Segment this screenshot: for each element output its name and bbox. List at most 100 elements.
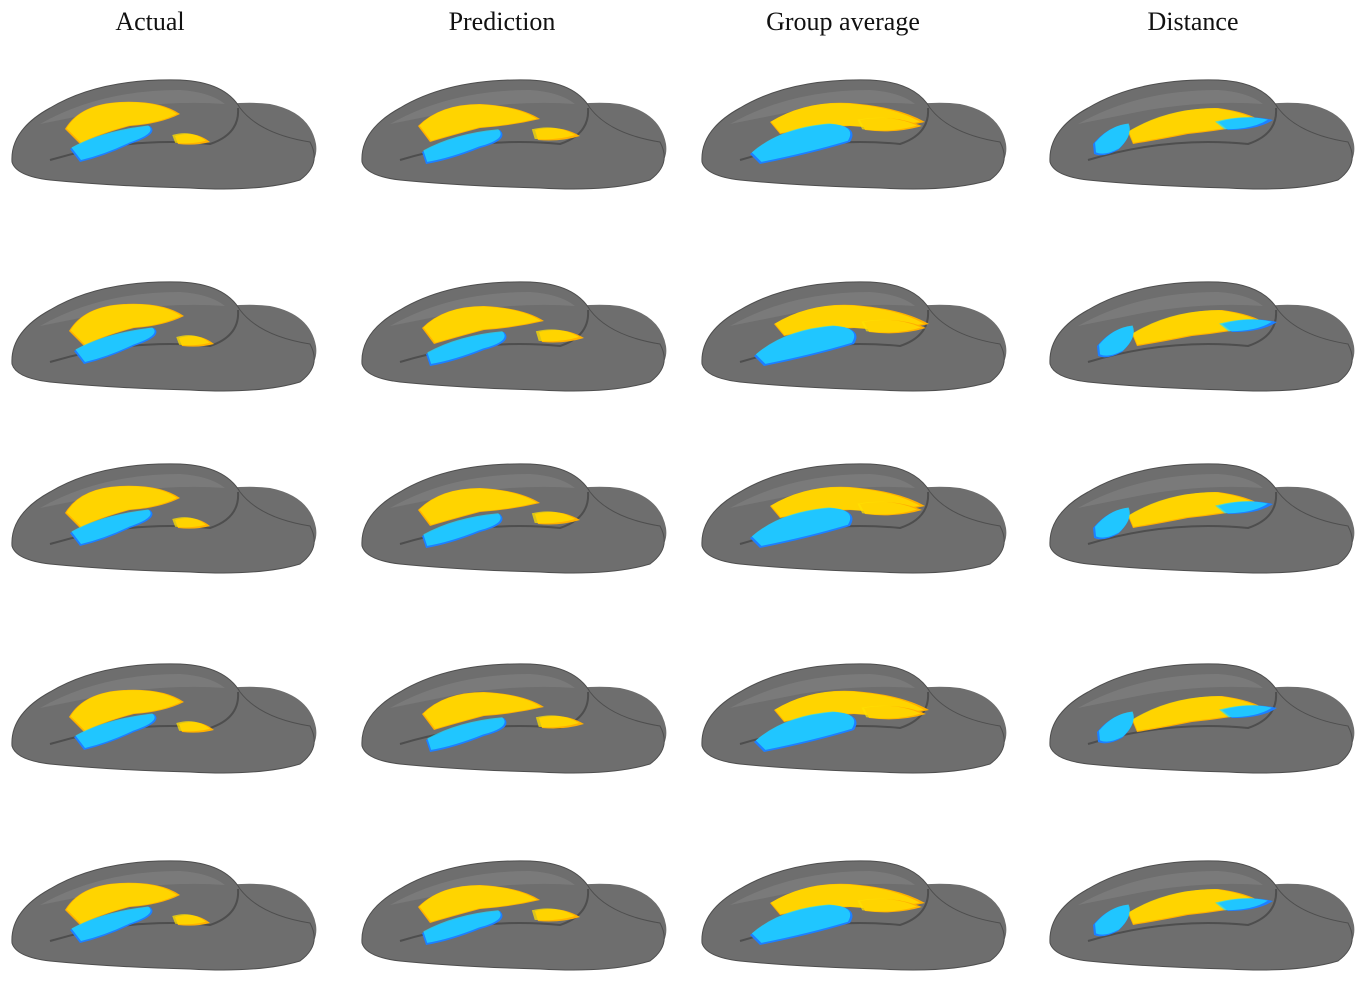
negative-activation-core <box>751 123 851 162</box>
positive-activation-core <box>66 486 178 527</box>
brain-hemisphere <box>1049 79 1353 190</box>
brain-hemisphere <box>11 281 315 392</box>
negative-activation-core <box>71 125 151 160</box>
positive-activation-core <box>531 127 576 140</box>
negative-activation-core <box>755 711 855 750</box>
negative-activation-core <box>1215 898 1268 911</box>
brain-highlight <box>1078 292 1263 326</box>
positive-activation-core <box>861 319 921 333</box>
brain-hemisphere <box>1049 463 1353 574</box>
negative-activation-core <box>71 906 151 941</box>
brain-render-distance-row-2 <box>1048 258 1363 408</box>
negative-activation-core <box>75 327 155 362</box>
column-title-group-average: Group average <box>766 7 920 36</box>
brain-highlight <box>390 292 575 326</box>
positive-activation-core <box>172 133 206 144</box>
positive-activation-core <box>1128 492 1259 527</box>
negative-activation-core <box>427 331 505 364</box>
positive-activation-core <box>857 117 917 131</box>
brain-hemisphere <box>11 463 315 574</box>
negative-activation-core <box>1095 123 1130 154</box>
positive-activation-core <box>70 304 182 345</box>
negative-activation-core <box>71 509 151 544</box>
negative-activation-core <box>1099 325 1134 356</box>
positive-activation-core <box>1132 696 1263 731</box>
negative-activation-core <box>755 325 855 364</box>
positive-activation-core <box>172 914 206 925</box>
negative-activation-core <box>423 129 501 162</box>
brain-highlight <box>40 292 225 326</box>
brain-hemisphere <box>361 79 665 190</box>
brain-hemisphere <box>1049 860 1353 971</box>
brain-highlight <box>1078 674 1263 708</box>
positive-activation-core <box>66 883 178 924</box>
brain-hemisphere <box>1049 281 1353 392</box>
brain-render-actual-row-2 <box>10 258 330 408</box>
negative-activation-core <box>423 910 501 943</box>
brain-hemisphere <box>11 860 315 971</box>
brain-highlight <box>1078 90 1263 124</box>
brain-render-distance-row-5 <box>1048 845 1363 995</box>
negative-activation-core <box>751 507 851 546</box>
brain-render-actual-row-3 <box>10 448 330 598</box>
brain-highlight <box>730 871 915 905</box>
brain-highlight <box>1078 474 1263 508</box>
brain-sulcus <box>1087 107 1278 161</box>
negative-activation-core <box>751 904 851 943</box>
brain-highlight <box>390 871 575 905</box>
brain-render-distance-row-4 <box>1048 648 1363 798</box>
brain-render-group_average-row-1 <box>700 64 1020 214</box>
brain-highlight <box>390 674 575 708</box>
positive-activation-core <box>861 705 921 719</box>
brain-render-actual-row-5 <box>10 845 330 995</box>
negative-activation-core <box>427 717 505 750</box>
positive-activation-core <box>419 885 537 922</box>
positive-activation-core <box>535 329 580 342</box>
brain-render-prediction-row-5 <box>360 845 680 995</box>
brain-render-group_average-row-4 <box>700 648 1020 798</box>
column-title-prediction: Prediction <box>448 7 556 36</box>
brain-render-prediction-row-2 <box>360 258 680 408</box>
brain-sulcus <box>1087 309 1278 363</box>
column-title-distance: Distance <box>1147 7 1239 36</box>
brain-highlight <box>40 90 225 124</box>
positive-activation-core <box>1128 108 1259 143</box>
positive-activation-core <box>857 898 917 912</box>
brain-highlight <box>730 90 915 124</box>
brain-render-group_average-row-5 <box>700 845 1020 995</box>
brain-render-prediction-row-4 <box>360 648 680 798</box>
brain-highlight <box>40 474 225 508</box>
column-header-row: Actual Prediction Group average Distance <box>0 0 1363 48</box>
brain-hemisphere <box>701 79 1005 190</box>
brain-highlight <box>730 674 915 708</box>
brain-render-group_average-row-3 <box>700 448 1020 598</box>
positive-activation-core <box>423 692 541 729</box>
brain-render-actual-row-1 <box>10 64 330 214</box>
brain-hemisphere <box>361 463 665 574</box>
brain-sulcus <box>1087 888 1278 942</box>
brain-hemisphere <box>701 860 1005 971</box>
positive-activation-core <box>423 306 541 343</box>
brain-render-distance-row-3 <box>1048 448 1363 598</box>
positive-activation-core <box>419 488 537 525</box>
negative-activation-core <box>1219 705 1272 718</box>
negative-activation-core <box>423 513 501 546</box>
brain-highlight <box>1078 871 1263 905</box>
positive-activation-core <box>172 517 206 528</box>
negative-activation-core <box>1215 117 1268 130</box>
brain-sulcus <box>1087 491 1278 545</box>
positive-activation-core <box>66 102 178 143</box>
brain-render-prediction-row-1 <box>360 64 680 214</box>
positive-activation-core <box>419 104 537 141</box>
negative-activation-core <box>1219 319 1272 332</box>
brain-render-actual-row-4 <box>10 648 330 798</box>
positive-activation-core <box>1132 310 1263 345</box>
positive-activation-core <box>176 721 210 732</box>
positive-activation-core <box>176 335 210 346</box>
negative-activation-core <box>1095 904 1130 935</box>
brain-highlight <box>390 474 575 508</box>
brain-render-distance-row-1 <box>1048 64 1363 214</box>
positive-activation-core <box>535 715 580 728</box>
brain-highlight <box>390 90 575 124</box>
positive-activation-core <box>70 690 182 731</box>
